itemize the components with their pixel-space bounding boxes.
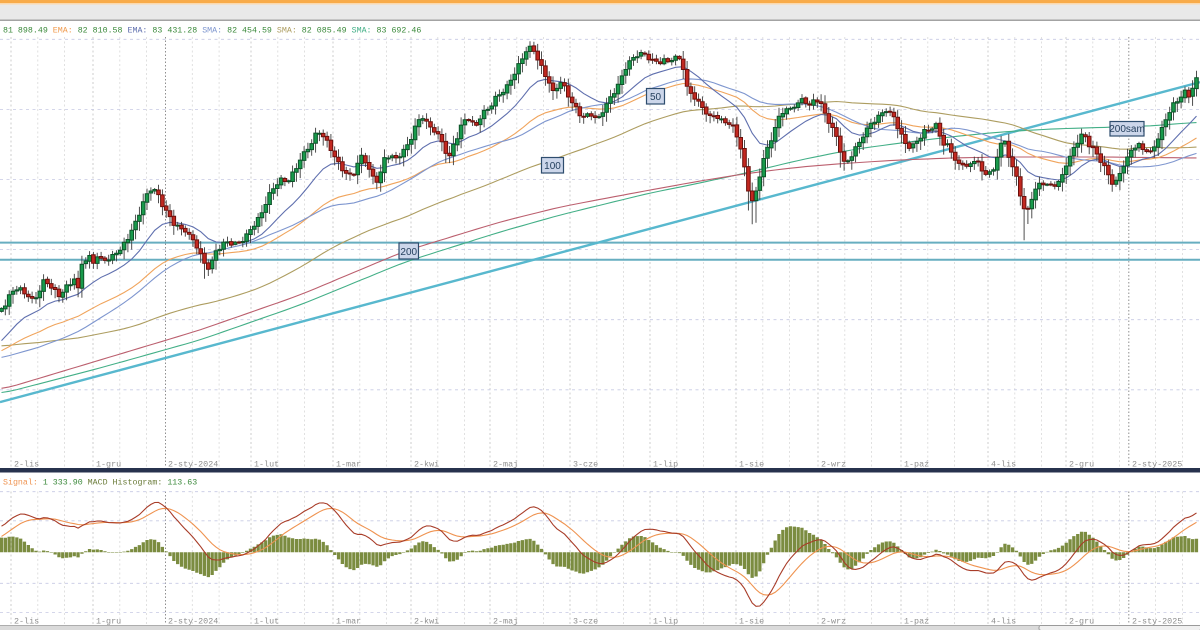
svg-text:1-mar: 1-mar [336, 460, 361, 470]
svg-text:2-sty-2025: 2-sty-2025 [1132, 460, 1182, 470]
svg-text:2-maj: 2-maj [493, 460, 518, 470]
svg-text:Signal: 1 333.90 MACD Histogra: Signal: 1 333.90 MACD Histogram: 113.63 [3, 477, 197, 487]
svg-text:2-lis: 2-lis [14, 616, 39, 626]
svg-text:1-gru: 1-gru [96, 616, 121, 626]
svg-text:4-lis: 4-lis [991, 616, 1016, 626]
svg-text:2-gru: 2-gru [1069, 616, 1094, 626]
svg-text:1-paź: 1-paź [904, 460, 929, 470]
svg-text:2-lis: 2-lis [14, 460, 39, 470]
svg-text:4-lis: 4-lis [991, 460, 1016, 470]
svg-text:2-wrz: 2-wrz [821, 616, 846, 626]
svg-text:1-lut: 1-lut [254, 460, 279, 470]
svg-text:2-kwi: 2-kwi [414, 460, 439, 470]
svg-text:2-sty-2024: 2-sty-2024 [168, 460, 218, 470]
svg-text:2-sty-2025: 2-sty-2025 [1132, 616, 1182, 626]
svg-text:200sam: 200sam [1109, 124, 1145, 135]
svg-text:3-cze: 3-cze [573, 460, 598, 470]
svg-text:1-lut: 1-lut [254, 616, 279, 626]
svg-text:3-cze: 3-cze [573, 616, 598, 626]
svg-text:1-paź: 1-paź [904, 616, 929, 626]
svg-text:50: 50 [650, 92, 662, 103]
svg-text:200: 200 [400, 247, 417, 258]
svg-text:2-kwi: 2-kwi [414, 616, 439, 626]
svg-text:1-sie: 1-sie [739, 616, 764, 626]
svg-text:1-sie: 1-sie [739, 460, 764, 470]
svg-text:1-lip: 1-lip [653, 460, 678, 470]
svg-text:1-lip: 1-lip [653, 616, 678, 626]
svg-text:2-maj: 2-maj [493, 616, 518, 626]
svg-text:100: 100 [544, 161, 561, 172]
svg-text:2-wrz: 2-wrz [821, 460, 846, 470]
svg-text:2-sty-2024: 2-sty-2024 [168, 616, 218, 626]
svg-text:1-mar: 1-mar [336, 616, 361, 626]
svg-text:1-gru: 1-gru [96, 460, 121, 470]
svg-text:81 898.49 EMA: 82 810.58 EMA:: 81 898.49 EMA: 82 810.58 EMA: 83 431.28 … [3, 26, 421, 35]
svg-text:2-gru: 2-gru [1069, 460, 1094, 470]
